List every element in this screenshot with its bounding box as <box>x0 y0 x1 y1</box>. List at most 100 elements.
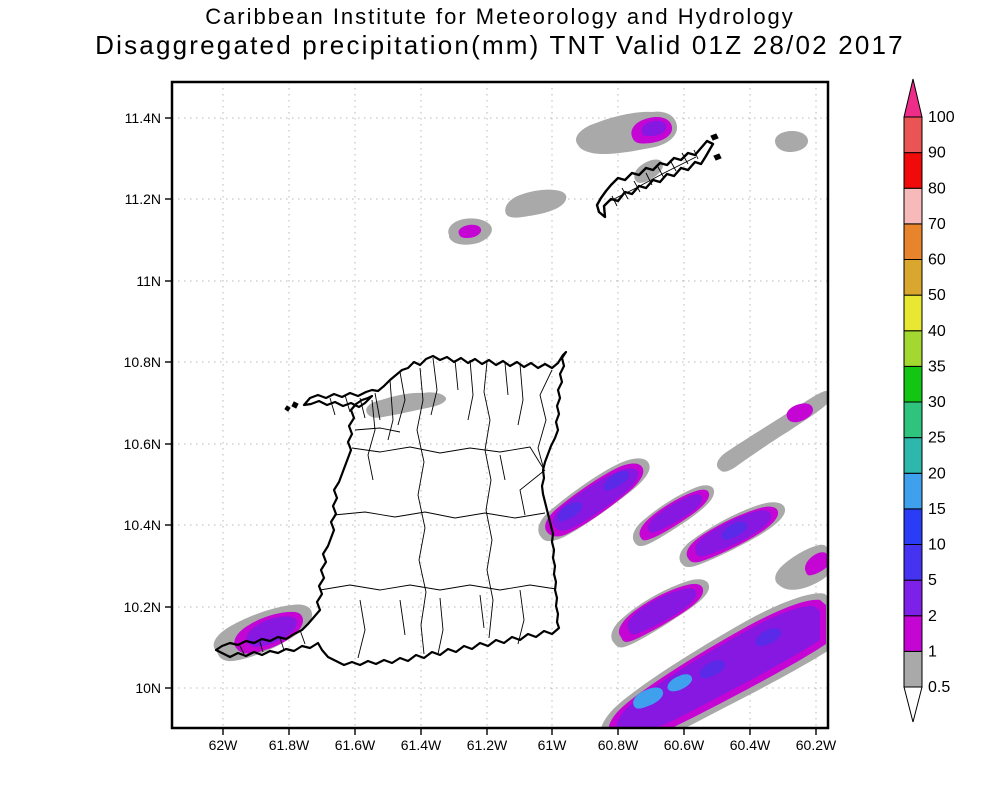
trinidad-internal-boundary <box>467 359 474 421</box>
trinidad-internal-boundary <box>517 363 524 426</box>
colorbar-label: 5 <box>928 572 937 589</box>
trinidad-internal-boundary <box>319 584 557 591</box>
title-product: Disaggregated precipitation(mm) TNT Vali… <box>95 30 905 60</box>
lon-tick-label: 62W <box>209 737 239 753</box>
lat-tick-label: 11N <box>136 273 161 289</box>
lon-tick-label: 60.4W <box>730 737 771 753</box>
colorbar-label: 100 <box>928 109 955 126</box>
lon-tick-label: 61.8W <box>269 737 310 753</box>
lat-tick-label: 10.2N <box>124 599 161 615</box>
tobago-islet <box>710 133 719 141</box>
colorbar-segment <box>903 437 923 474</box>
trinidad-internal-boundary <box>367 399 376 481</box>
trinidad-internal-boundary <box>374 392 381 421</box>
precip-layer <box>755 628 782 647</box>
axis-ticks <box>165 117 817 735</box>
trinidad-internal-boundary <box>537 369 553 471</box>
precip-shading <box>213 111 828 728</box>
trinidad-internal-boundary <box>359 397 366 419</box>
band-se-coast <box>538 458 650 542</box>
tobago-internal-boundary <box>605 156 697 204</box>
islands <box>214 133 722 667</box>
colorbar-segment <box>903 116 923 154</box>
blob-11.2n-comma <box>505 189 567 218</box>
precip-layer <box>458 224 482 238</box>
trinidad-internal-boundary <box>259 641 264 653</box>
precip-layer <box>699 660 726 679</box>
precip-layer <box>775 131 808 152</box>
colorbar-segment <box>903 472 923 510</box>
lon-tick-label: 61W <box>538 737 568 753</box>
blob-top-right <box>775 131 808 152</box>
colorbar-segment <box>903 330 923 367</box>
precip-layer <box>648 494 703 533</box>
colorbar-label: 35 <box>928 358 946 375</box>
lat-tick-label: 10N <box>135 680 161 696</box>
lat-tick-label: 10.6N <box>124 436 161 452</box>
trinidad-internal-boundary <box>344 394 351 413</box>
trinidad-internal-boundary <box>351 446 544 469</box>
precip-layer <box>633 687 664 709</box>
trinidad-internal-boundary <box>479 594 485 629</box>
precip-layer <box>721 521 748 540</box>
trinidad-internal-boundary <box>399 599 406 636</box>
colorbar-label: 80 <box>928 180 946 197</box>
colorbar-arrow-top <box>903 78 923 118</box>
precip-layer <box>557 502 583 522</box>
trinidad-islet <box>291 401 299 409</box>
lon-tick-label: 61.6W <box>335 737 376 753</box>
lon-tick-label: 60.8W <box>598 737 639 753</box>
trinidad-internal-boundary <box>357 599 366 659</box>
trinidad-internal-boundary <box>519 469 546 516</box>
trinidad-internal-boundary <box>397 371 406 426</box>
colorbar-arrow-bottom <box>903 686 923 723</box>
colorbar-label: 1 <box>928 643 937 660</box>
precip-layer <box>366 392 447 418</box>
colorbar-label: 90 <box>928 145 946 162</box>
trinidad-internal-boundary <box>454 359 459 391</box>
lat-tick-label: 11.4N <box>125 110 161 126</box>
band-bottom-long <box>601 593 828 728</box>
map-frame <box>170 80 830 730</box>
trinidad-internal-boundary <box>279 637 285 651</box>
precip-layer <box>505 189 567 218</box>
trinidad-internal-boundary <box>329 397 336 416</box>
colorbar-segment <box>903 187 923 225</box>
precip-layer <box>627 588 697 635</box>
colorbar-label: 70 <box>928 216 946 233</box>
colorbar-segment <box>903 259 923 296</box>
lat-tick-label: 11.2N <box>125 191 161 207</box>
tobago-internal-boundary <box>633 180 641 193</box>
lat-tick-label: 10.4N <box>124 517 161 533</box>
colorbar-label: 15 <box>928 501 946 518</box>
blob-11.1n-purple-core <box>448 218 492 245</box>
colorbar-segment <box>903 544 923 581</box>
trinidad-internal-boundary <box>333 511 546 519</box>
lon-tick-label: 61.2W <box>467 737 508 753</box>
colorbar-label: 20 <box>928 465 946 482</box>
lat-tick-label: 10.8N <box>124 354 161 370</box>
title-institute: Caribbean Institute for Meteorology and … <box>205 4 795 29</box>
tobago-islet <box>713 153 722 161</box>
axis-labels: 62W 61.8W 61.6W 61.4W 61.2W 61W 60.8W 60.6W 60.4… <box>124 110 837 753</box>
trinidad-internal-boundary <box>483 361 494 639</box>
colorbar-segment <box>903 223 923 260</box>
band-ne-gray <box>716 391 828 472</box>
lon-tick-label: 60.6W <box>664 737 705 753</box>
tobago-coastline <box>595 139 715 219</box>
colorbar-label: 10 <box>928 537 946 554</box>
colorbar-label: 25 <box>928 430 946 447</box>
trinidad-internal-boundary <box>430 357 438 416</box>
colorbar-label: 60 <box>928 252 946 269</box>
colorbar-segment <box>903 508 923 545</box>
trinidad-internal-boundary <box>416 367 427 655</box>
page-title: Caribbean Institute for Meteorology and … <box>0 4 1000 60</box>
colorbar-segment <box>903 579 923 617</box>
lon-tick-label: 60.2W <box>796 737 837 753</box>
precip-layer <box>603 471 630 491</box>
trinidad-internal-boundary <box>499 454 506 481</box>
tobago-internal-boundary <box>645 172 653 186</box>
trinidad-islet <box>284 405 291 412</box>
precip-layer <box>246 616 297 647</box>
